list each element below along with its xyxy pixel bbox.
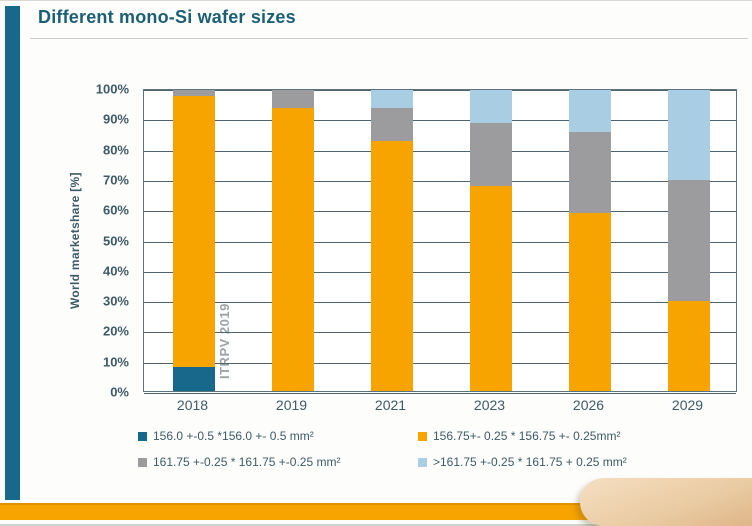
bar-segment bbox=[667, 300, 710, 391]
stacked-bar-2023 bbox=[469, 90, 512, 391]
bar-segment bbox=[667, 90, 710, 181]
y-tick-label: 60% bbox=[102, 202, 129, 218]
x-tick-label: 2019 bbox=[275, 397, 308, 413]
bar-segment bbox=[271, 108, 314, 391]
legend-item: 156.0 +-0.5 *156.0 +- 0.5 mm² bbox=[138, 429, 314, 443]
legend-label: 156.75+- 0.25 * 156.75 +- 0.25mm² bbox=[433, 429, 621, 443]
source-watermark: ITRPV 2019 bbox=[217, 303, 232, 379]
bar-segment bbox=[172, 366, 215, 391]
legend-item: >161.75 +-0.25 * 161.75 + 0.25 mm² bbox=[418, 455, 627, 469]
gridline bbox=[144, 302, 736, 304]
stacked-bar-2026 bbox=[568, 90, 611, 391]
x-tick-label: 2018 bbox=[176, 397, 209, 413]
stacked-bar-2029 bbox=[667, 90, 710, 391]
legend-swatch bbox=[418, 431, 427, 441]
gridline bbox=[144, 150, 736, 152]
x-tick-label: 2026 bbox=[572, 397, 605, 413]
plot-area: ITRPV 2019 bbox=[143, 89, 737, 394]
legend-swatch bbox=[138, 431, 147, 441]
gridline bbox=[144, 241, 736, 243]
bottom-accent-bar bbox=[0, 503, 752, 520]
stacked-bar-2018 bbox=[172, 90, 215, 391]
bar-segment bbox=[370, 108, 413, 142]
stacked-bar-2021 bbox=[370, 90, 413, 391]
legend-swatch bbox=[418, 457, 427, 467]
gridline bbox=[144, 90, 736, 91]
bar-segment bbox=[469, 186, 512, 391]
bar-segment bbox=[469, 123, 512, 187]
page-title: Different mono-Si wafer sizes bbox=[38, 7, 296, 27]
gridline bbox=[144, 362, 736, 364]
left-accent-bar bbox=[5, 6, 20, 500]
legend-swatch bbox=[138, 457, 147, 467]
y-tick-label: 70% bbox=[102, 172, 129, 188]
gridline bbox=[144, 271, 736, 273]
y-tick-label: 80% bbox=[102, 142, 129, 158]
y-axis-tick-labels: 100% 90% 80% 70% 60% 50% 40% 30% 20% 10% 0% bbox=[90, 82, 136, 400]
bar-segment bbox=[271, 90, 314, 109]
gridline bbox=[144, 180, 736, 182]
x-tick-label: 2021 bbox=[374, 397, 407, 413]
legend-label: 156.0 +-0.5 *156.0 +- 0.5 mm² bbox=[153, 429, 314, 443]
gridline bbox=[144, 332, 736, 334]
y-tick-label: 20% bbox=[102, 323, 129, 339]
bar-segment bbox=[568, 132, 611, 214]
bar-segment bbox=[370, 141, 413, 391]
x-tick-label: 2023 bbox=[473, 397, 506, 413]
x-axis-tick-labels: 2018 2019 2021 2023 2026 2029 bbox=[143, 397, 737, 417]
gridline bbox=[144, 211, 736, 213]
y-tick-label: 30% bbox=[102, 293, 129, 309]
gridline bbox=[144, 393, 736, 394]
bar-segment bbox=[370, 90, 413, 109]
y-tick-label: 10% bbox=[102, 354, 129, 370]
y-tick-label: 100% bbox=[95, 81, 129, 97]
bar-segment bbox=[667, 180, 710, 301]
bar-segment bbox=[172, 96, 215, 367]
x-tick-label: 2029 bbox=[671, 397, 704, 413]
finger-cursor bbox=[580, 478, 752, 526]
y-axis-title: World marketshare [%] bbox=[68, 172, 82, 309]
legend-item: 156.75+- 0.25 * 156.75 +- 0.25mm² bbox=[418, 429, 620, 443]
stacked-bar-2019 bbox=[271, 90, 314, 391]
legend-item: 161.75 +-0.25 * 161.75 +-0.25 mm² bbox=[138, 455, 340, 469]
legend-label: >161.75 +-0.25 * 161.75 + 0.25 mm² bbox=[433, 455, 627, 469]
bar-segment bbox=[172, 90, 215, 97]
bar-segment bbox=[568, 90, 611, 133]
y-tick-label: 0% bbox=[110, 384, 129, 400]
y-tick-label: 40% bbox=[102, 263, 129, 279]
gridline bbox=[144, 120, 736, 122]
bar-segment bbox=[568, 213, 611, 391]
y-tick-label: 90% bbox=[102, 111, 129, 127]
title-divider bbox=[30, 38, 748, 39]
legend-label: 161.75 +-0.25 * 161.75 +-0.25 mm² bbox=[153, 455, 341, 469]
y-tick-label: 50% bbox=[102, 233, 129, 248]
bar-segment bbox=[469, 90, 512, 124]
